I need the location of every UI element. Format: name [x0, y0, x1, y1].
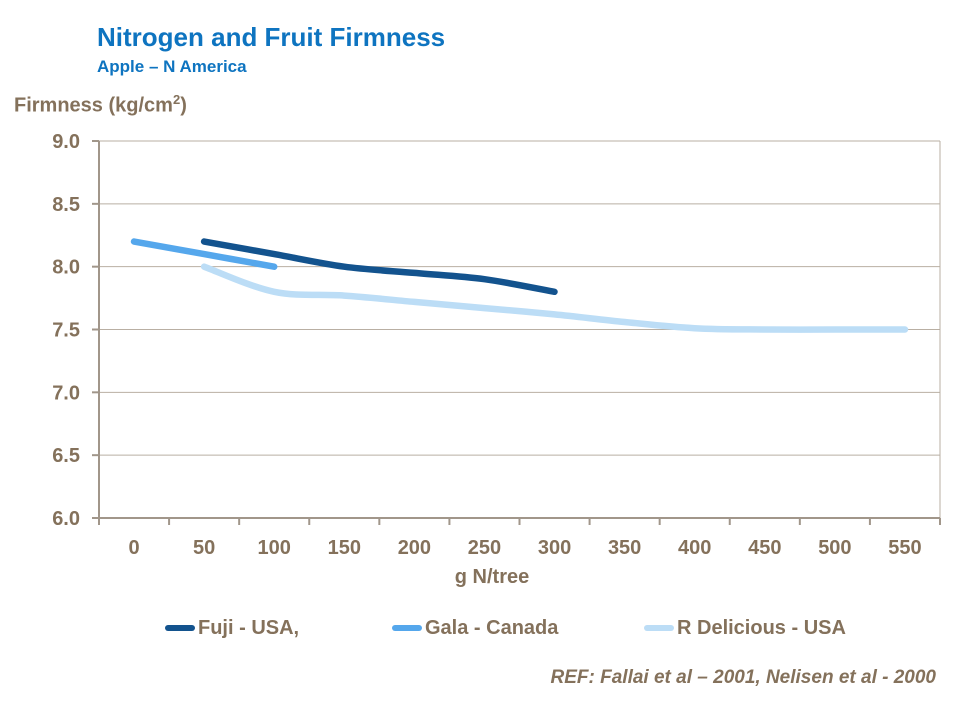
y-tick-label: 8.0	[52, 257, 80, 279]
chart-subtitle: Apple – N America	[97, 57, 247, 76]
chart-legend: Fuji - USA, Gala - Canada R Delicious - US…	[0, 612, 960, 644]
series-line-fuji	[200, 238, 558, 296]
x-tick-label: 400	[678, 537, 711, 559]
x-tick-label: 200	[398, 537, 431, 559]
x-tick-label: 150	[328, 537, 361, 559]
legend-swatch-gala	[392, 625, 422, 631]
y-axis-title-superscript: 2	[172, 92, 181, 107]
y-axis-title: Firmness (kg/cm2)	[14, 92, 187, 118]
y-axis-title-close: )	[180, 94, 187, 117]
y-tick-label: 7.5	[52, 320, 80, 342]
x-tick-label: 500	[818, 537, 851, 559]
series-line-r_delicious	[200, 263, 909, 333]
legend-label-gala: Gala - Canada	[425, 616, 559, 639]
x-tick-label: 350	[608, 537, 641, 559]
y-tick-label: 9.0	[52, 131, 80, 153]
x-tick-label: 450	[748, 537, 781, 559]
x-tick-label: 50	[193, 537, 215, 559]
chart-title: Nitrogen and Fruit Firmness	[97, 22, 446, 52]
x-tick-label: 550	[888, 537, 921, 559]
x-tick-label: 0	[128, 537, 139, 559]
legend-label-fuji: Fuji - USA,	[198, 616, 300, 639]
y-tick-label: 7.0	[52, 382, 80, 404]
y-tick-label: 8.5	[52, 194, 80, 216]
y-tick-label: 6.0	[52, 508, 80, 530]
x-tick-label: 300	[538, 537, 571, 559]
legend-item-gala: Gala - Canada	[392, 612, 558, 644]
x-tick-label: 100	[258, 537, 291, 559]
x-tick-label: 250	[468, 537, 501, 559]
legend-swatch-r_delicious	[644, 625, 674, 631]
y-axis-title-text: Firmness (kg/cm	[14, 94, 173, 117]
legend-item-r_delicious: R Delicious - USA	[644, 612, 846, 644]
reference-text: REF: Fallai et al – 2001, Nelisen et al …	[550, 667, 936, 688]
legend-swatch-fuji	[165, 625, 195, 631]
legend-item-fuji: Fuji - USA,	[165, 612, 299, 644]
y-tick-label: 6.5	[52, 445, 80, 467]
series-line-gala	[130, 238, 278, 270]
x-axis-title: g N/tree	[454, 566, 530, 588]
line-chart: 6.0 6.5 7.0 7.5 8.0 8.5 9.0 0 50 100 150 200 250 300 3…	[52, 131, 941, 559]
legend-label-r_delicious: R Delicious - USA	[677, 616, 846, 639]
